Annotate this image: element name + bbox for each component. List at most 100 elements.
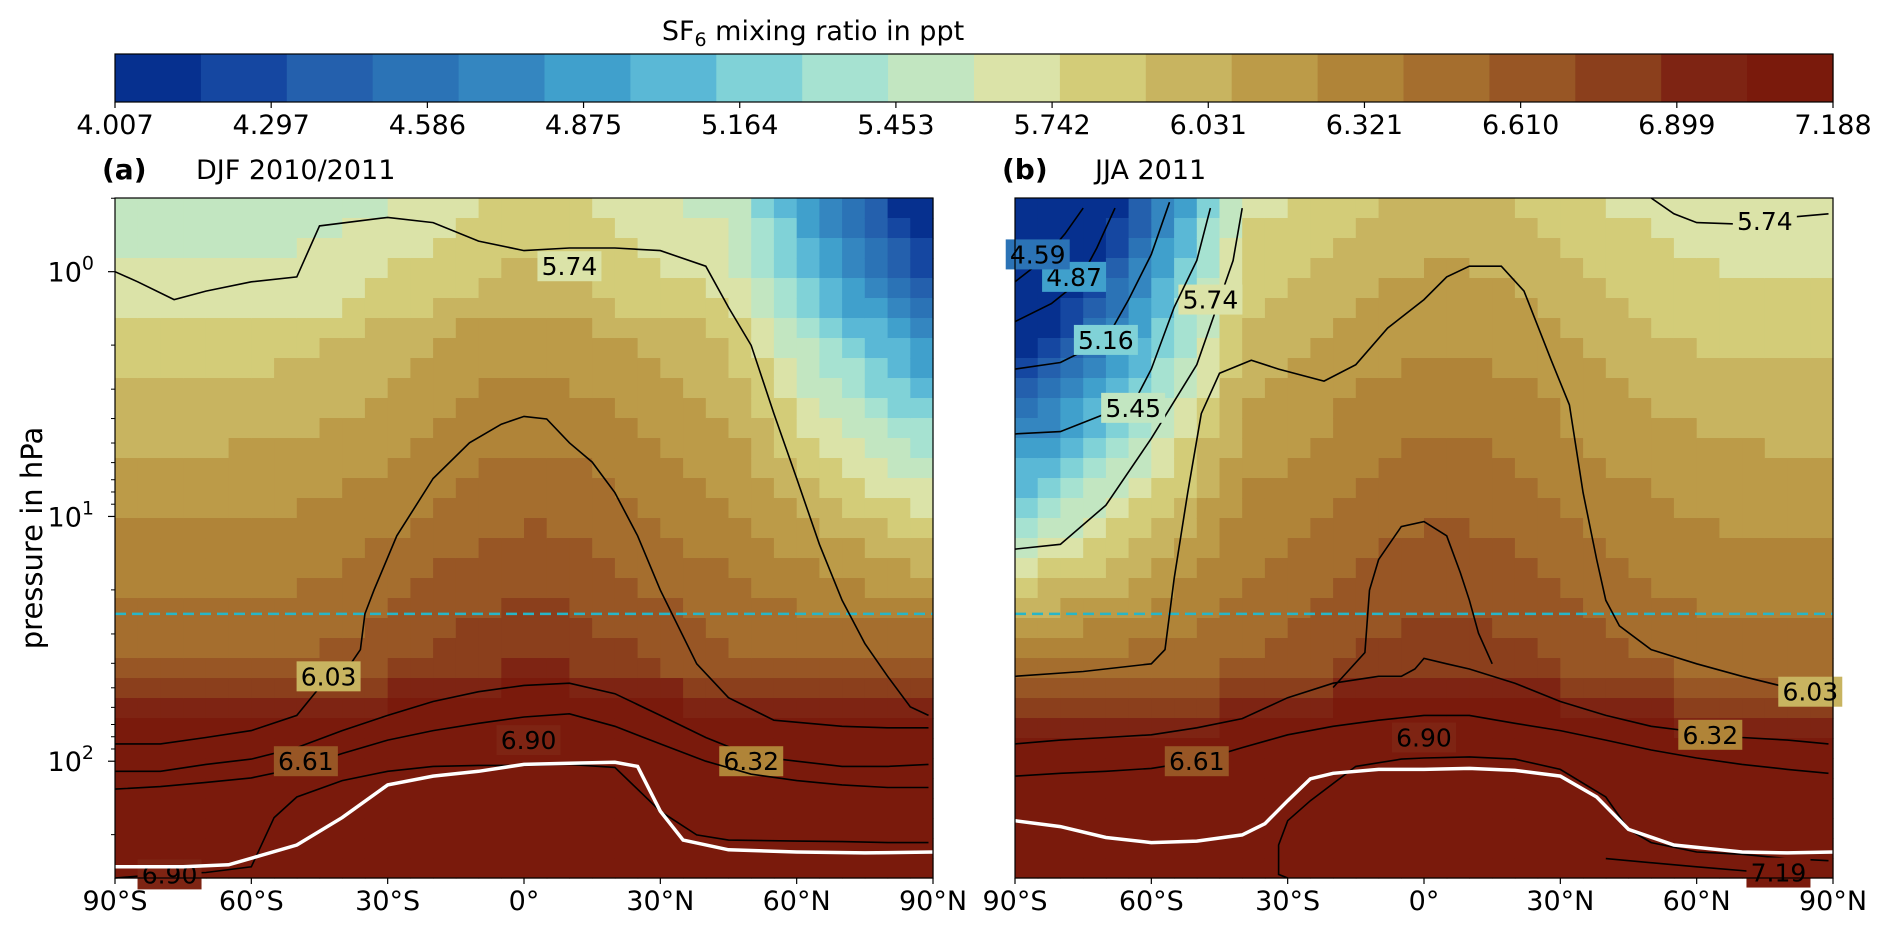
- heatmap-cell: [183, 278, 207, 299]
- heatmap-cell: [1696, 218, 1720, 239]
- heatmap-cell: [1651, 518, 1675, 539]
- heatmap-cell: [524, 198, 548, 219]
- heatmap-cell: [228, 658, 252, 679]
- heatmap-cell: [614, 678, 639, 699]
- heatmap-cell: [1333, 778, 1357, 799]
- heatmap-cell: [1696, 378, 1720, 399]
- heatmap-cell: [228, 238, 252, 259]
- heatmap-cell: [1742, 538, 1766, 559]
- heatmap-cell: [1764, 238, 1789, 259]
- heatmap-cell: [1628, 458, 1652, 479]
- heatmap-cell: [1424, 818, 1448, 839]
- heatmap-cell: [546, 378, 570, 399]
- heatmap-cell: [1219, 318, 1243, 339]
- heatmap-cell: [1492, 638, 1516, 659]
- heatmap-cell: [296, 858, 321, 879]
- heatmap-cell: [433, 198, 457, 219]
- heatmap-cell: [1537, 658, 1561, 679]
- heatmap-cell: [887, 518, 911, 539]
- heatmap-cell: [319, 458, 343, 479]
- heatmap-cell: [751, 558, 775, 579]
- heatmap-cell: [364, 218, 389, 239]
- heatmap-cell: [910, 238, 934, 259]
- heatmap-cell: [137, 318, 161, 339]
- heatmap-cell: [183, 778, 207, 799]
- heatmap-cell: [592, 718, 616, 739]
- heatmap-cell: [524, 438, 548, 459]
- heatmap-cell: [524, 538, 548, 559]
- heatmap-cell: [1696, 318, 1720, 339]
- heatmap-cell: [1219, 198, 1243, 219]
- contour-label: 5.74: [1737, 207, 1793, 236]
- heatmap-cell: [1378, 398, 1402, 419]
- heatmap-cell: [1560, 798, 1584, 819]
- heatmap-cell: [183, 738, 207, 759]
- heatmap-cell: [1628, 358, 1652, 379]
- heatmap-cell: [296, 538, 321, 559]
- heatmap-cell: [228, 578, 252, 599]
- heatmap-cell: [342, 418, 366, 439]
- heatmap-cell: [1696, 398, 1720, 419]
- heatmap-cell: [1787, 518, 1811, 539]
- heatmap-cell: [1514, 498, 1539, 519]
- heatmap-cell: [160, 698, 184, 719]
- heatmap-cell: [1651, 498, 1675, 519]
- heatmap-cell: [1492, 618, 1516, 639]
- heatmap-cell: [1264, 538, 1289, 559]
- heatmap-cell: [183, 198, 207, 219]
- heatmap-cell: [546, 218, 570, 239]
- heatmap-cell: [796, 818, 820, 839]
- heatmap-cell: [183, 218, 207, 239]
- heatmap-cell: [1060, 518, 1084, 539]
- heatmap-cell: [773, 478, 798, 499]
- heatmap-cell: [1787, 818, 1811, 839]
- heatmap-cell: [1083, 778, 1107, 799]
- heatmap-cell: [1560, 838, 1584, 859]
- heatmap-cell: [705, 358, 730, 379]
- heatmap-cell: [819, 718, 843, 739]
- heatmap-cell: [319, 638, 343, 659]
- heatmap-cell: [1787, 418, 1811, 439]
- heatmap-cell: [1719, 318, 1743, 339]
- heatmap-cell: [1810, 638, 1834, 659]
- heatmap-cell: [387, 518, 411, 539]
- heatmap-cell: [637, 858, 661, 879]
- heatmap-cell: [364, 418, 389, 439]
- heatmap-cell: [1651, 298, 1675, 319]
- heatmap-cell: [160, 418, 184, 439]
- heatmap-cell: [1469, 618, 1493, 639]
- heatmap-cell: [1015, 458, 1039, 479]
- heatmap-cell: [1514, 598, 1539, 619]
- heatmap-cell: [1583, 238, 1607, 259]
- heatmap-cell: [455, 358, 480, 379]
- heatmap-cell: [1310, 478, 1334, 499]
- heatmap-cell: [1378, 678, 1402, 699]
- heatmap-cell: [1605, 618, 1630, 639]
- heatmap-cell: [319, 698, 343, 719]
- heatmap-cell: [251, 258, 275, 279]
- heatmap-cell: [569, 358, 593, 379]
- heatmap-cell: [1583, 318, 1607, 339]
- heatmap-cell: [1333, 658, 1357, 679]
- heatmap-cell: [478, 658, 502, 679]
- heatmap-cell: [1128, 578, 1152, 599]
- heatmap-cell: [1287, 798, 1311, 819]
- heatmap-cell: [433, 398, 457, 419]
- heatmap-cell: [1605, 658, 1630, 679]
- heatmap-cell: [796, 418, 820, 439]
- heatmap-cell: [910, 458, 934, 479]
- heatmap-cell: [773, 778, 798, 799]
- heatmap-cell: [1673, 838, 1698, 859]
- heatmap-cell: [364, 518, 389, 539]
- heatmap-cell: [1605, 298, 1630, 319]
- heatmap-cell: [705, 678, 730, 699]
- colorbar-segment: [716, 54, 803, 102]
- heatmap-cell: [319, 398, 343, 419]
- heatmap-cell: [637, 298, 661, 319]
- heatmap-cell: [592, 418, 616, 439]
- heatmap-cell: [1742, 498, 1766, 519]
- heatmap-cell: [683, 298, 707, 319]
- heatmap-cell: [160, 338, 184, 359]
- heatmap-cell: [1651, 218, 1675, 239]
- heatmap-cell: [728, 438, 752, 459]
